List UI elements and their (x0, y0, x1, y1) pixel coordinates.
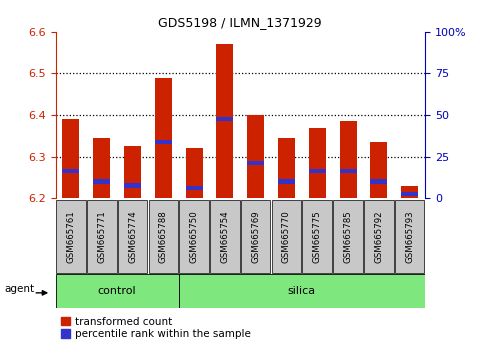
Text: GSM665793: GSM665793 (405, 210, 414, 263)
FancyBboxPatch shape (395, 200, 425, 273)
Text: GSM665761: GSM665761 (67, 210, 75, 263)
FancyBboxPatch shape (56, 200, 85, 273)
Text: GSM665775: GSM665775 (313, 210, 322, 263)
FancyBboxPatch shape (87, 200, 116, 273)
Bar (401, 186, 418, 198)
Bar (62, 169, 79, 173)
FancyBboxPatch shape (241, 200, 270, 273)
FancyBboxPatch shape (302, 200, 332, 273)
Text: GSM665774: GSM665774 (128, 210, 137, 263)
Bar (278, 179, 295, 184)
Text: GSM665785: GSM665785 (343, 210, 353, 263)
Bar (370, 142, 387, 198)
Bar (124, 146, 141, 198)
Text: GSM665771: GSM665771 (97, 210, 106, 263)
FancyBboxPatch shape (272, 200, 301, 273)
FancyBboxPatch shape (118, 200, 147, 273)
Bar (216, 117, 233, 121)
Bar (62, 119, 79, 198)
Bar (309, 127, 326, 198)
Bar (340, 169, 356, 173)
Text: control: control (98, 286, 136, 296)
FancyBboxPatch shape (364, 200, 394, 273)
FancyBboxPatch shape (179, 274, 425, 308)
Bar (185, 148, 202, 198)
FancyBboxPatch shape (179, 200, 209, 273)
Bar (278, 138, 295, 198)
Bar (247, 161, 264, 165)
Bar (340, 121, 356, 198)
Text: GSM665788: GSM665788 (159, 210, 168, 263)
Bar (247, 115, 264, 198)
Text: GSM665792: GSM665792 (374, 210, 384, 263)
FancyBboxPatch shape (210, 200, 240, 273)
Text: agent: agent (4, 285, 35, 295)
Legend: transformed count, percentile rank within the sample: transformed count, percentile rank withi… (61, 317, 251, 339)
Bar (124, 183, 141, 188)
FancyBboxPatch shape (333, 200, 363, 273)
Text: GSM665750: GSM665750 (190, 210, 199, 263)
Bar (216, 44, 233, 198)
Bar (155, 140, 172, 144)
Text: silica: silica (288, 286, 316, 296)
Bar (93, 179, 110, 184)
Bar (155, 78, 172, 198)
Text: GSM665754: GSM665754 (220, 210, 229, 263)
Bar (370, 179, 387, 184)
Bar (309, 169, 326, 173)
FancyBboxPatch shape (56, 274, 179, 308)
Bar (401, 192, 418, 196)
Bar (93, 138, 110, 198)
FancyBboxPatch shape (149, 200, 178, 273)
Text: GSM665770: GSM665770 (282, 210, 291, 263)
Text: GSM665769: GSM665769 (251, 210, 260, 263)
Title: GDS5198 / ILMN_1371929: GDS5198 / ILMN_1371929 (158, 16, 322, 29)
Bar (185, 185, 202, 190)
